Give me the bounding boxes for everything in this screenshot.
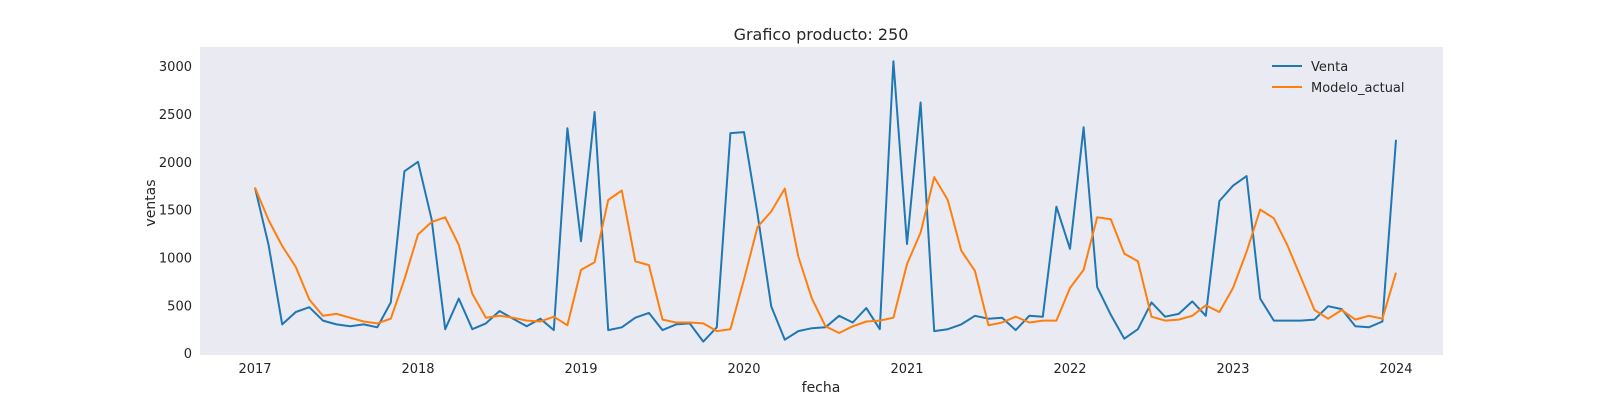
- chart-title: Grafico producto: 250: [734, 25, 909, 44]
- legend-label: Venta: [1311, 60, 1348, 75]
- x-tick-label: 2018: [401, 362, 434, 377]
- y-tick-label: 3000: [159, 60, 192, 75]
- x-tick-label: 2021: [890, 362, 923, 377]
- y-tick-label: 2000: [159, 156, 192, 171]
- series-lines: [254, 60, 1397, 343]
- plot-background: [200, 47, 1443, 355]
- y-tick-label: 500: [167, 299, 192, 314]
- y-tick-label: 2500: [159, 108, 192, 123]
- legend: Venta Modelo_actual: [1272, 60, 1405, 96]
- x-tick-label: 2024: [1379, 362, 1412, 377]
- x-tick-label: 2022: [1053, 362, 1086, 377]
- x-axis-ticks: 2017 2018 2019 2020 2021 2022 2023 2024: [238, 362, 1412, 377]
- y-tick-label: 1000: [159, 251, 192, 266]
- x-tick-label: 2019: [564, 362, 597, 377]
- y-axis-label: ventas: [143, 179, 159, 226]
- y-axis-ticks: 0 500 1000 1500 2000 2500 3000: [159, 60, 192, 362]
- y-tick-label: 1500: [159, 204, 192, 219]
- legend-label: Modelo_actual: [1311, 81, 1405, 96]
- x-tick-label: 2020: [727, 362, 760, 377]
- x-tick-label: 2017: [238, 362, 271, 377]
- y-tick-label: 0: [184, 347, 192, 362]
- x-tick-label: 2023: [1216, 362, 1249, 377]
- series-line-modelo-actual: [254, 176, 1397, 334]
- x-axis-label: fecha: [802, 380, 841, 396]
